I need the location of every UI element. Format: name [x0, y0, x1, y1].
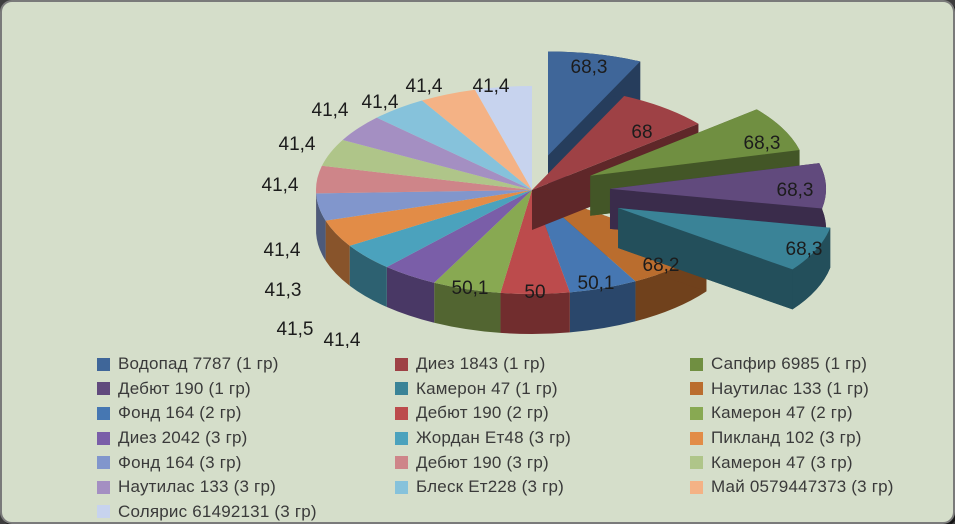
legend-label: Камерон 47 (1 гр)	[416, 378, 558, 398]
legend-swatch	[690, 406, 703, 420]
legend-label: Сапфир 6985 (1 гр)	[711, 354, 868, 374]
legend-item[interactable]: Май 0579447373 (3 гр)	[690, 477, 947, 497]
slice-value-label: 68,2	[643, 255, 680, 276]
slice-value-label: 68	[631, 122, 652, 143]
legend-item[interactable]: Диез 1843 (1 гр)	[395, 354, 690, 374]
pie-slice[interactable]	[315, 165, 532, 234]
legend-item[interactable]: Наутилас 133 (3 гр)	[97, 477, 395, 497]
pie-slice[interactable]	[342, 117, 532, 190]
legend-swatch	[690, 480, 703, 494]
legend-swatch	[690, 456, 703, 470]
legend-item[interactable]: Камерон 47 (1 гр)	[395, 379, 690, 399]
legend-label: Фонд 164 (2 гр)	[118, 403, 242, 423]
legend-label: Дебют 190 (2 гр)	[416, 403, 549, 423]
legend-label: Наутилас 133 (3 гр)	[118, 477, 276, 497]
legend-label: Фонд 164 (3 гр)	[118, 452, 242, 472]
legend-item[interactable]: Дебют 190 (3 гр)	[395, 453, 690, 473]
legend-swatch	[395, 431, 408, 445]
legend-item[interactable]: Фонд 164 (2 гр)	[97, 403, 395, 423]
legend-item[interactable]: Камерон 47 (3 гр)	[690, 453, 947, 473]
legend-label: Дебют 190 (3 гр)	[416, 452, 549, 472]
legend-item[interactable]: Камерон 47 (2 гр)	[690, 403, 947, 423]
slice-value-label: 68,3	[777, 180, 814, 201]
legend-item[interactable]: Дебют 190 (1 гр)	[97, 379, 395, 399]
slice-value-label: 41,4	[264, 240, 301, 261]
legend-item[interactable]: Дебют 190 (2 гр)	[395, 403, 690, 423]
legend-swatch	[395, 480, 408, 494]
legend-swatch	[97, 480, 110, 494]
slice-value-label: 41,4	[262, 175, 299, 196]
slice-value-label: 68,3	[571, 57, 608, 78]
legend-label: Жордан Ет48 (3 гр)	[416, 428, 572, 448]
pie-chart: 68,3 68 68,3 68,3 68,3 68,2 50,1 50 50,1 41,4 41,5…	[262, 51, 831, 348]
legend-swatch	[97, 456, 110, 470]
legend-label: Камерон 47 (3 гр)	[711, 452, 853, 472]
legend-label: Блеск Ет228 (3 гр)	[416, 477, 564, 497]
slice-value-label: 41,4	[279, 134, 316, 155]
legend: Водопад 7787 (1 гр) Диез 1843 (1 гр) Сапфи…	[97, 352, 947, 522]
slice-value-label: 41,4	[362, 92, 399, 113]
legend-label: Камерон 47 (2 гр)	[711, 403, 853, 423]
slice-value-label: 50	[524, 282, 545, 303]
legend-label: Пикланд 102 (3 гр)	[711, 428, 862, 448]
pie-slice[interactable]	[618, 208, 831, 310]
legend-label: Водопад 7787 (1 гр)	[118, 354, 279, 374]
legend-item[interactable]: Солярис 61492131 (3 гр)	[97, 502, 395, 522]
legend-item[interactable]: Пикланд 102 (3 гр)	[690, 428, 947, 448]
legend-label: Диез 1843 (1 гр)	[416, 354, 546, 374]
legend-label: Диез 2042 (3 гр)	[118, 428, 248, 448]
slice-value-label: 41,3	[265, 280, 302, 301]
legend-swatch	[690, 357, 703, 371]
pie-slice[interactable]	[316, 190, 532, 261]
pie-slice[interactable]	[321, 139, 532, 190]
legend-item[interactable]: Блеск Ет228 (3 гр)	[395, 477, 690, 497]
pie-slice[interactable]	[376, 100, 532, 191]
legend-swatch	[690, 382, 703, 396]
pie-slice[interactable]	[325, 190, 532, 286]
slice-value-label: 41,4	[324, 330, 361, 348]
legend-swatch	[97, 406, 110, 420]
slice-value-label: 68,3	[744, 133, 781, 154]
legend-label: Солярис 61492131 (3 гр)	[118, 501, 317, 521]
legend-item[interactable]: Фонд 164 (3 гр)	[97, 453, 395, 473]
legend-swatch	[395, 406, 408, 420]
pie-slice[interactable]	[500, 190, 570, 335]
legend-swatch	[97, 505, 110, 519]
legend-swatch	[690, 431, 703, 445]
slice-value-label: 41,4	[406, 76, 443, 97]
legend-swatch	[395, 382, 408, 396]
pie-slice[interactable]	[421, 89, 532, 190]
legend-item[interactable]: Жордан Ет48 (3 гр)	[395, 428, 690, 448]
slice-value-label: 68,3	[786, 239, 823, 260]
legend-item[interactable]: Водопад 7787 (1 гр)	[97, 354, 395, 374]
pie-plot-area: 68,3 68 68,3 68,3 68,3 68,2 50,1 50 50,1 41,4 41,5…	[2, 2, 953, 348]
legend-swatch	[97, 357, 110, 371]
legend-item[interactable]: Сапфир 6985 (1 гр)	[690, 354, 947, 374]
legend-label: Наутилас 133 (1 гр)	[711, 378, 869, 398]
pie-slice[interactable]	[434, 190, 532, 333]
legend-item[interactable]: Наутилас 133 (1 гр)	[690, 379, 947, 399]
legend-swatch	[97, 382, 110, 396]
slice-value-label: 50,1	[452, 278, 489, 299]
slice-value-label: 41,4	[473, 76, 510, 97]
legend-item[interactable]: Диез 2042 (3 гр)	[97, 428, 395, 448]
legend-swatch	[395, 357, 408, 371]
legend-label: Май 0579447373 (3 гр)	[711, 477, 894, 497]
slice-value-label: 50,1	[578, 273, 615, 294]
pie-slice[interactable]	[474, 86, 532, 190]
pie-slice[interactable]	[386, 190, 532, 323]
legend-swatch	[395, 456, 408, 470]
pie-slice[interactable]	[349, 190, 532, 308]
slice-value-label: 41,5	[277, 319, 314, 340]
legend-swatch	[97, 431, 110, 445]
legend-label: Дебют 190 (1 гр)	[118, 378, 251, 398]
slice-value-label: 41,4	[312, 100, 349, 121]
